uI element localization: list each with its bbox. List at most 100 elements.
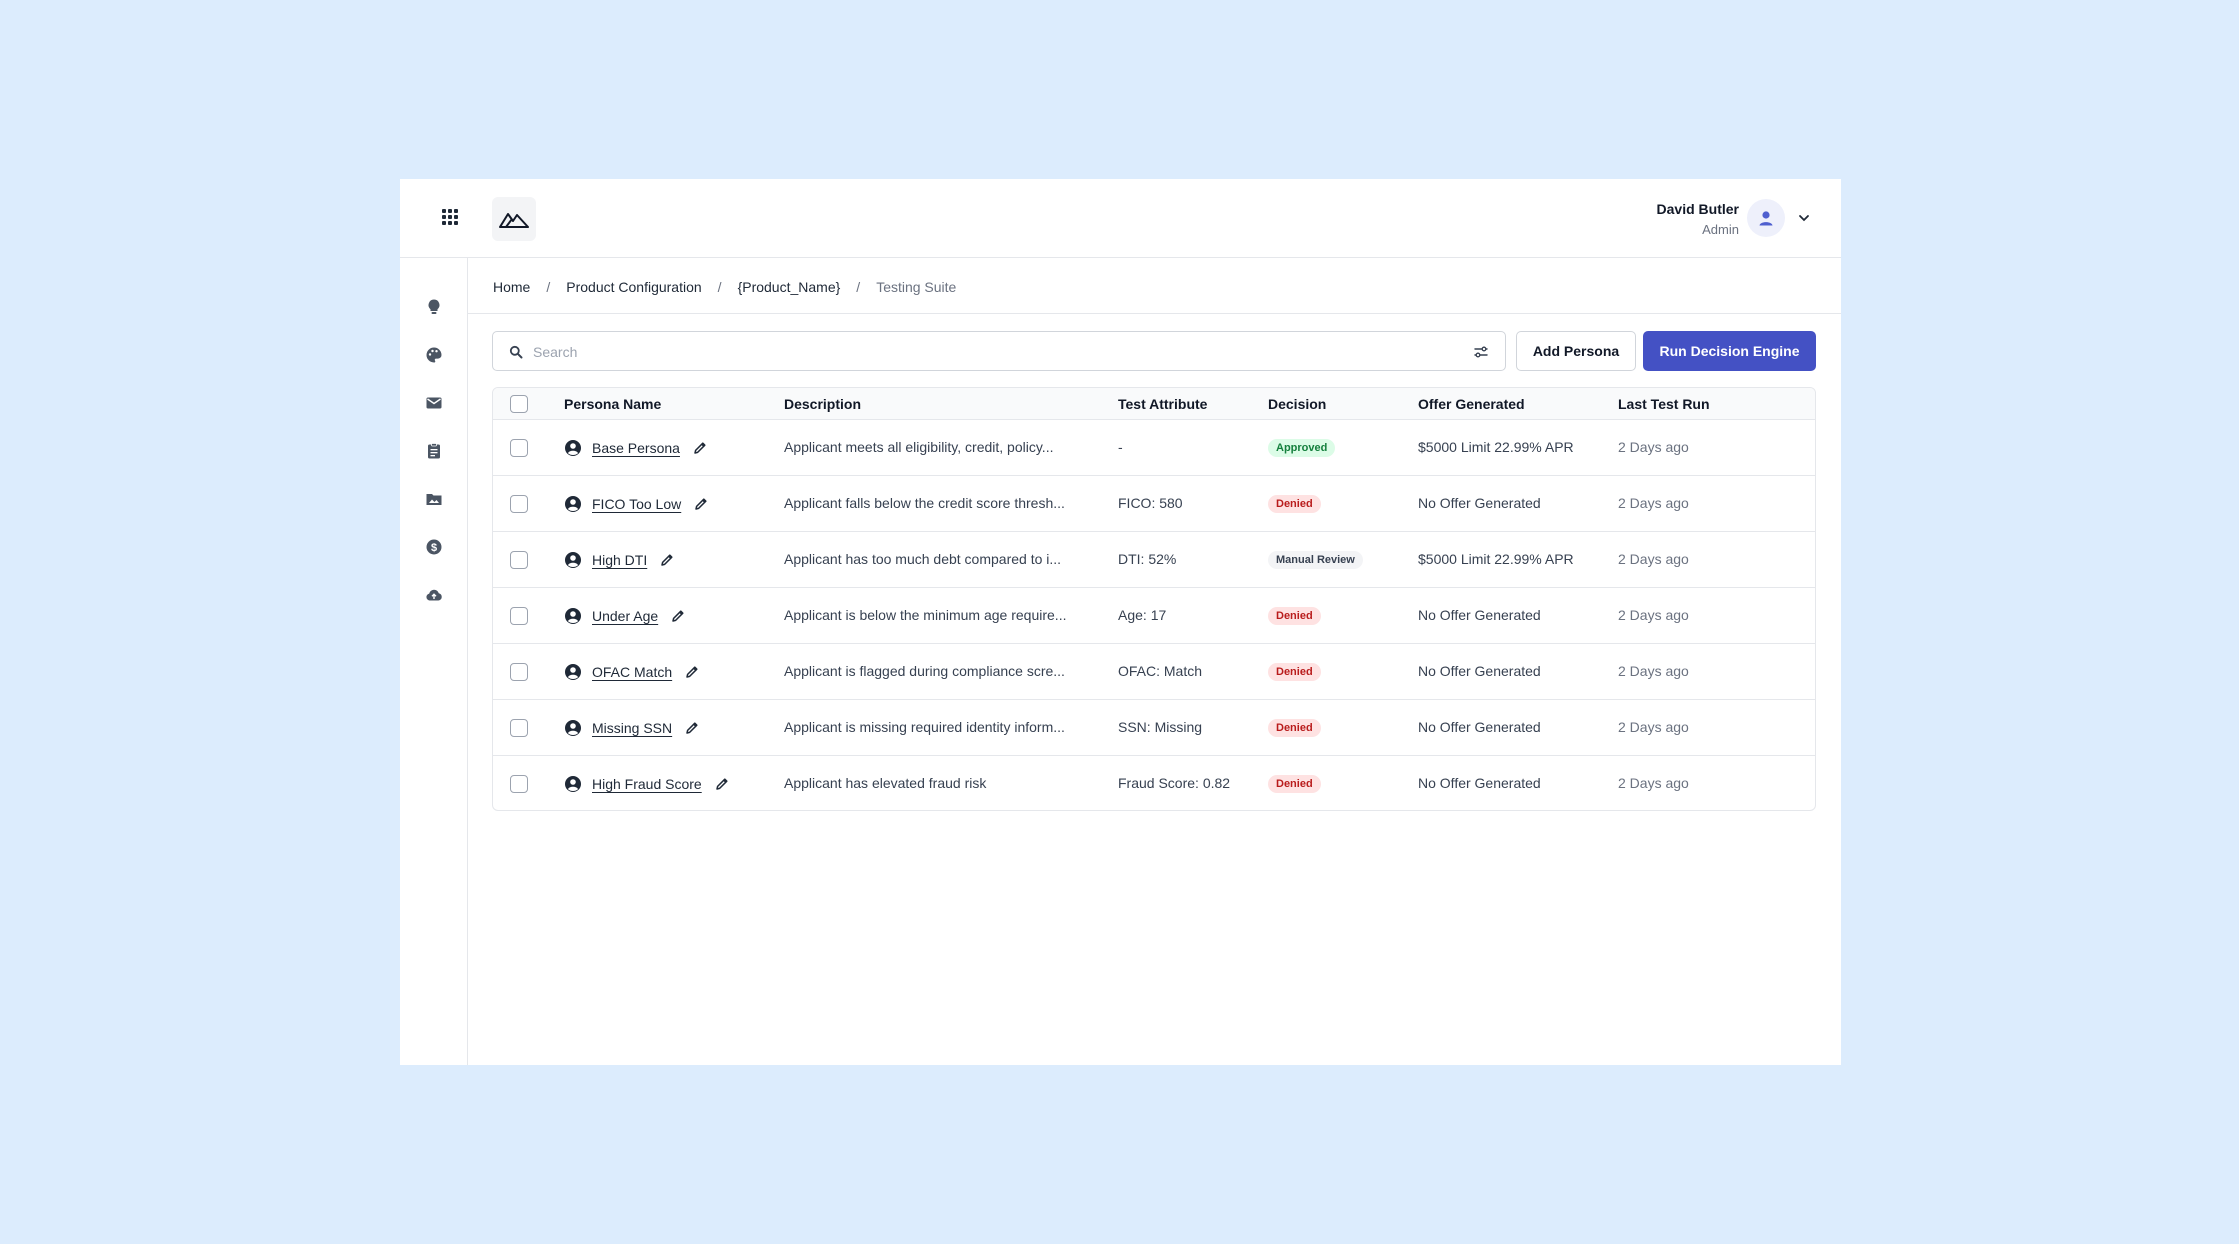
description-cell: Applicant is below the minimum age requi… — [784, 607, 1067, 623]
persona-cell: FICO Too Low — [564, 476, 709, 532]
offer-generated-cell: No Offer Generated — [1418, 719, 1541, 735]
decision-badge: Denied — [1268, 607, 1321, 625]
column-header-offer-generated[interactable]: Offer Generated — [1418, 396, 1525, 412]
test-attribute-cell: DTI: 52% — [1118, 551, 1177, 567]
last-test-run-cell: 2 Days ago — [1618, 719, 1689, 735]
run-decision-engine-button[interactable]: Run Decision Engine — [1643, 331, 1816, 371]
persona-name-link[interactable]: High Fraud Score — [592, 776, 702, 792]
test-attribute-cell: - — [1118, 439, 1123, 455]
clipboard-icon[interactable] — [425, 442, 443, 460]
persona-table: Persona Name Description Test Attribute … — [492, 387, 1816, 811]
chevron-down-icon[interactable] — [1797, 211, 1811, 225]
row-checkbox[interactable] — [510, 775, 528, 793]
offer-generated-cell: No Offer Generated — [1418, 775, 1541, 791]
persona-name-link[interactable]: Under Age — [592, 608, 659, 624]
image-folder-icon[interactable] — [425, 490, 443, 508]
table-row: Under Age Applicant is below the minimum … — [493, 588, 1815, 644]
offer-generated-cell: No Offer Generated — [1418, 663, 1541, 679]
svg-text:$: $ — [431, 542, 437, 554]
lightbulb-icon[interactable] — [425, 298, 443, 316]
breadcrumb-home[interactable]: Home — [493, 279, 531, 295]
offer-generated-cell: $5000 Limit 22.99% APR — [1418, 439, 1574, 455]
decision-badge: Approved — [1268, 439, 1336, 457]
offer-generated-cell: No Offer Generated — [1418, 495, 1541, 511]
row-checkbox[interactable] — [510, 495, 528, 513]
test-attribute-cell: Fraud Score: 0.82 — [1118, 775, 1231, 791]
persona-cell: High DTI — [564, 532, 675, 588]
decision-badge: Denied — [1268, 719, 1321, 737]
persona-cell: Base Persona — [564, 420, 708, 476]
persona-cell: Missing SSN — [564, 700, 700, 756]
avatar[interactable] — [1747, 199, 1785, 237]
persona-name-link[interactable]: Missing SSN — [592, 720, 673, 736]
persona-name-link[interactable]: OFAC Match — [592, 664, 673, 680]
table-row: OFAC Match Applicant is flagged during co… — [493, 644, 1815, 700]
row-checkbox[interactable] — [510, 719, 528, 737]
top-bar: David Butler Admin — [400, 179, 1841, 258]
sidebar: $ — [400, 258, 468, 1065]
decision-badge: Denied — [1268, 495, 1321, 513]
last-test-run-cell: 2 Days ago — [1618, 663, 1689, 679]
table-row: High DTI Applicant has too much debt comp… — [493, 532, 1815, 588]
row-checkbox[interactable] — [510, 439, 528, 457]
decision-badge: Denied — [1268, 663, 1321, 681]
person-icon — [565, 496, 581, 512]
decision-badge: Manual Review — [1268, 551, 1363, 569]
user-icon — [1759, 211, 1773, 226]
breadcrumb-testing-suite: Testing Suite — [876, 279, 957, 295]
persona-name-link[interactable]: High DTI — [592, 552, 648, 568]
breadcrumb-bar: Home / Product Configuration / {Product_… — [468, 258, 1841, 314]
test-attribute-cell: SSN: Missing — [1118, 719, 1203, 735]
description-cell: Applicant is missing required identity i… — [784, 719, 1065, 735]
row-checkbox[interactable] — [510, 663, 528, 681]
select-all-checkbox[interactable] — [510, 395, 528, 413]
person-icon — [565, 776, 581, 792]
column-header-description[interactable]: Description — [784, 396, 862, 412]
edit-pencil-icon[interactable] — [693, 496, 709, 512]
persona-name-link[interactable]: Base Persona — [592, 440, 680, 456]
edit-pencil-icon[interactable] — [692, 440, 708, 456]
decision-badge: Denied — [1268, 775, 1321, 793]
column-header-persona-name[interactable]: Persona Name — [564, 396, 662, 412]
edit-pencil-icon[interactable] — [670, 608, 686, 624]
last-test-run-cell: 2 Days ago — [1618, 775, 1689, 791]
persona-cell: Under Age — [564, 588, 686, 644]
cloud-upload-icon[interactable] — [425, 586, 443, 604]
edit-pencil-icon[interactable] — [684, 664, 700, 680]
column-header-test-attribute[interactable]: Test Attribute — [1118, 396, 1208, 412]
search-input[interactable] — [531, 340, 1435, 364]
column-header-last-test-run[interactable]: Last Test Run — [1618, 396, 1710, 412]
search-icon — [509, 345, 523, 359]
user-role: Admin — [1702, 222, 1739, 237]
mail-icon[interactable] — [425, 394, 443, 412]
breadcrumb-separator: / — [546, 279, 551, 295]
breadcrumb-product-name[interactable]: {Product_Name} — [737, 279, 841, 295]
dollar-icon[interactable]: $ — [425, 538, 443, 556]
persona-cell: High Fraud Score — [564, 756, 730, 810]
table-row: High Fraud Score Applicant has elevated f… — [493, 756, 1815, 810]
table-header: Persona Name Description Test Attribute … — [493, 388, 1815, 420]
edit-pencil-icon[interactable] — [714, 776, 730, 792]
palette-icon[interactable] — [425, 346, 443, 364]
breadcrumb: Home / Product Configuration / {Product_… — [493, 279, 956, 295]
offer-generated-cell: $5000 Limit 22.99% APR — [1418, 551, 1574, 567]
filter-settings-icon[interactable] — [1473, 344, 1489, 360]
test-attribute-cell: OFAC: Match — [1118, 663, 1203, 679]
test-attribute-cell: FICO: 580 — [1118, 495, 1183, 511]
breadcrumb-product-configuration[interactable]: Product Configuration — [566, 279, 702, 295]
logo[interactable] — [492, 197, 536, 241]
row-checkbox[interactable] — [510, 607, 528, 625]
column-header-decision[interactable]: Decision — [1268, 396, 1327, 412]
apps-grid-icon[interactable] — [440, 207, 460, 227]
edit-pencil-icon[interactable] — [659, 552, 675, 568]
person-icon — [565, 664, 581, 680]
person-icon — [565, 552, 581, 568]
edit-pencil-icon[interactable] — [684, 720, 700, 736]
description-cell: Applicant meets all eligibility, credit,… — [784, 439, 1054, 455]
row-checkbox[interactable] — [510, 551, 528, 569]
table-row: FICO Too Low Applicant falls below the cr… — [493, 476, 1815, 532]
description-cell: Applicant falls below the credit score t… — [784, 495, 1065, 511]
add-persona-button[interactable]: Add Persona — [1516, 331, 1636, 371]
app-window: David Butler Admin — [400, 179, 1841, 1065]
persona-name-link[interactable]: FICO Too Low — [592, 496, 682, 512]
